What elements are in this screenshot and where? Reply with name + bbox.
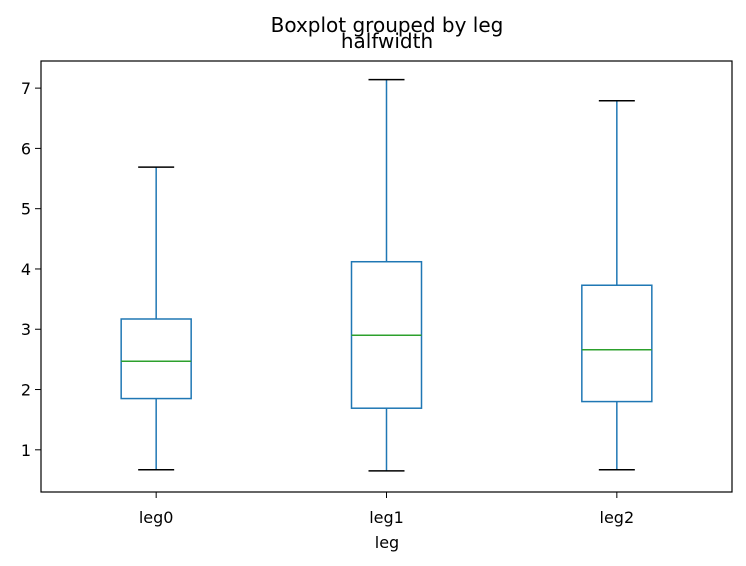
box-leg2 xyxy=(581,284,653,403)
x-tick-label: leg1 xyxy=(369,508,404,527)
y-tick-label: 5 xyxy=(21,200,31,219)
axes-frame xyxy=(40,60,733,493)
x-tick-label: leg2 xyxy=(600,508,635,527)
y-tick-label: 3 xyxy=(21,320,31,339)
y-tick-label: 1 xyxy=(21,441,31,460)
y-tick-label: 6 xyxy=(21,139,31,158)
chart-title: halfwidth xyxy=(341,29,433,53)
x-axis-label: leg xyxy=(375,533,399,552)
x-tick-label: leg0 xyxy=(139,508,174,527)
chart-suptitle: Boxplot grouped by leg xyxy=(271,13,504,37)
y-tick-label: 7 xyxy=(21,79,31,98)
y-tick-label: 2 xyxy=(21,381,31,400)
box-leg0 xyxy=(120,318,192,400)
y-tick-label: 4 xyxy=(21,260,31,279)
